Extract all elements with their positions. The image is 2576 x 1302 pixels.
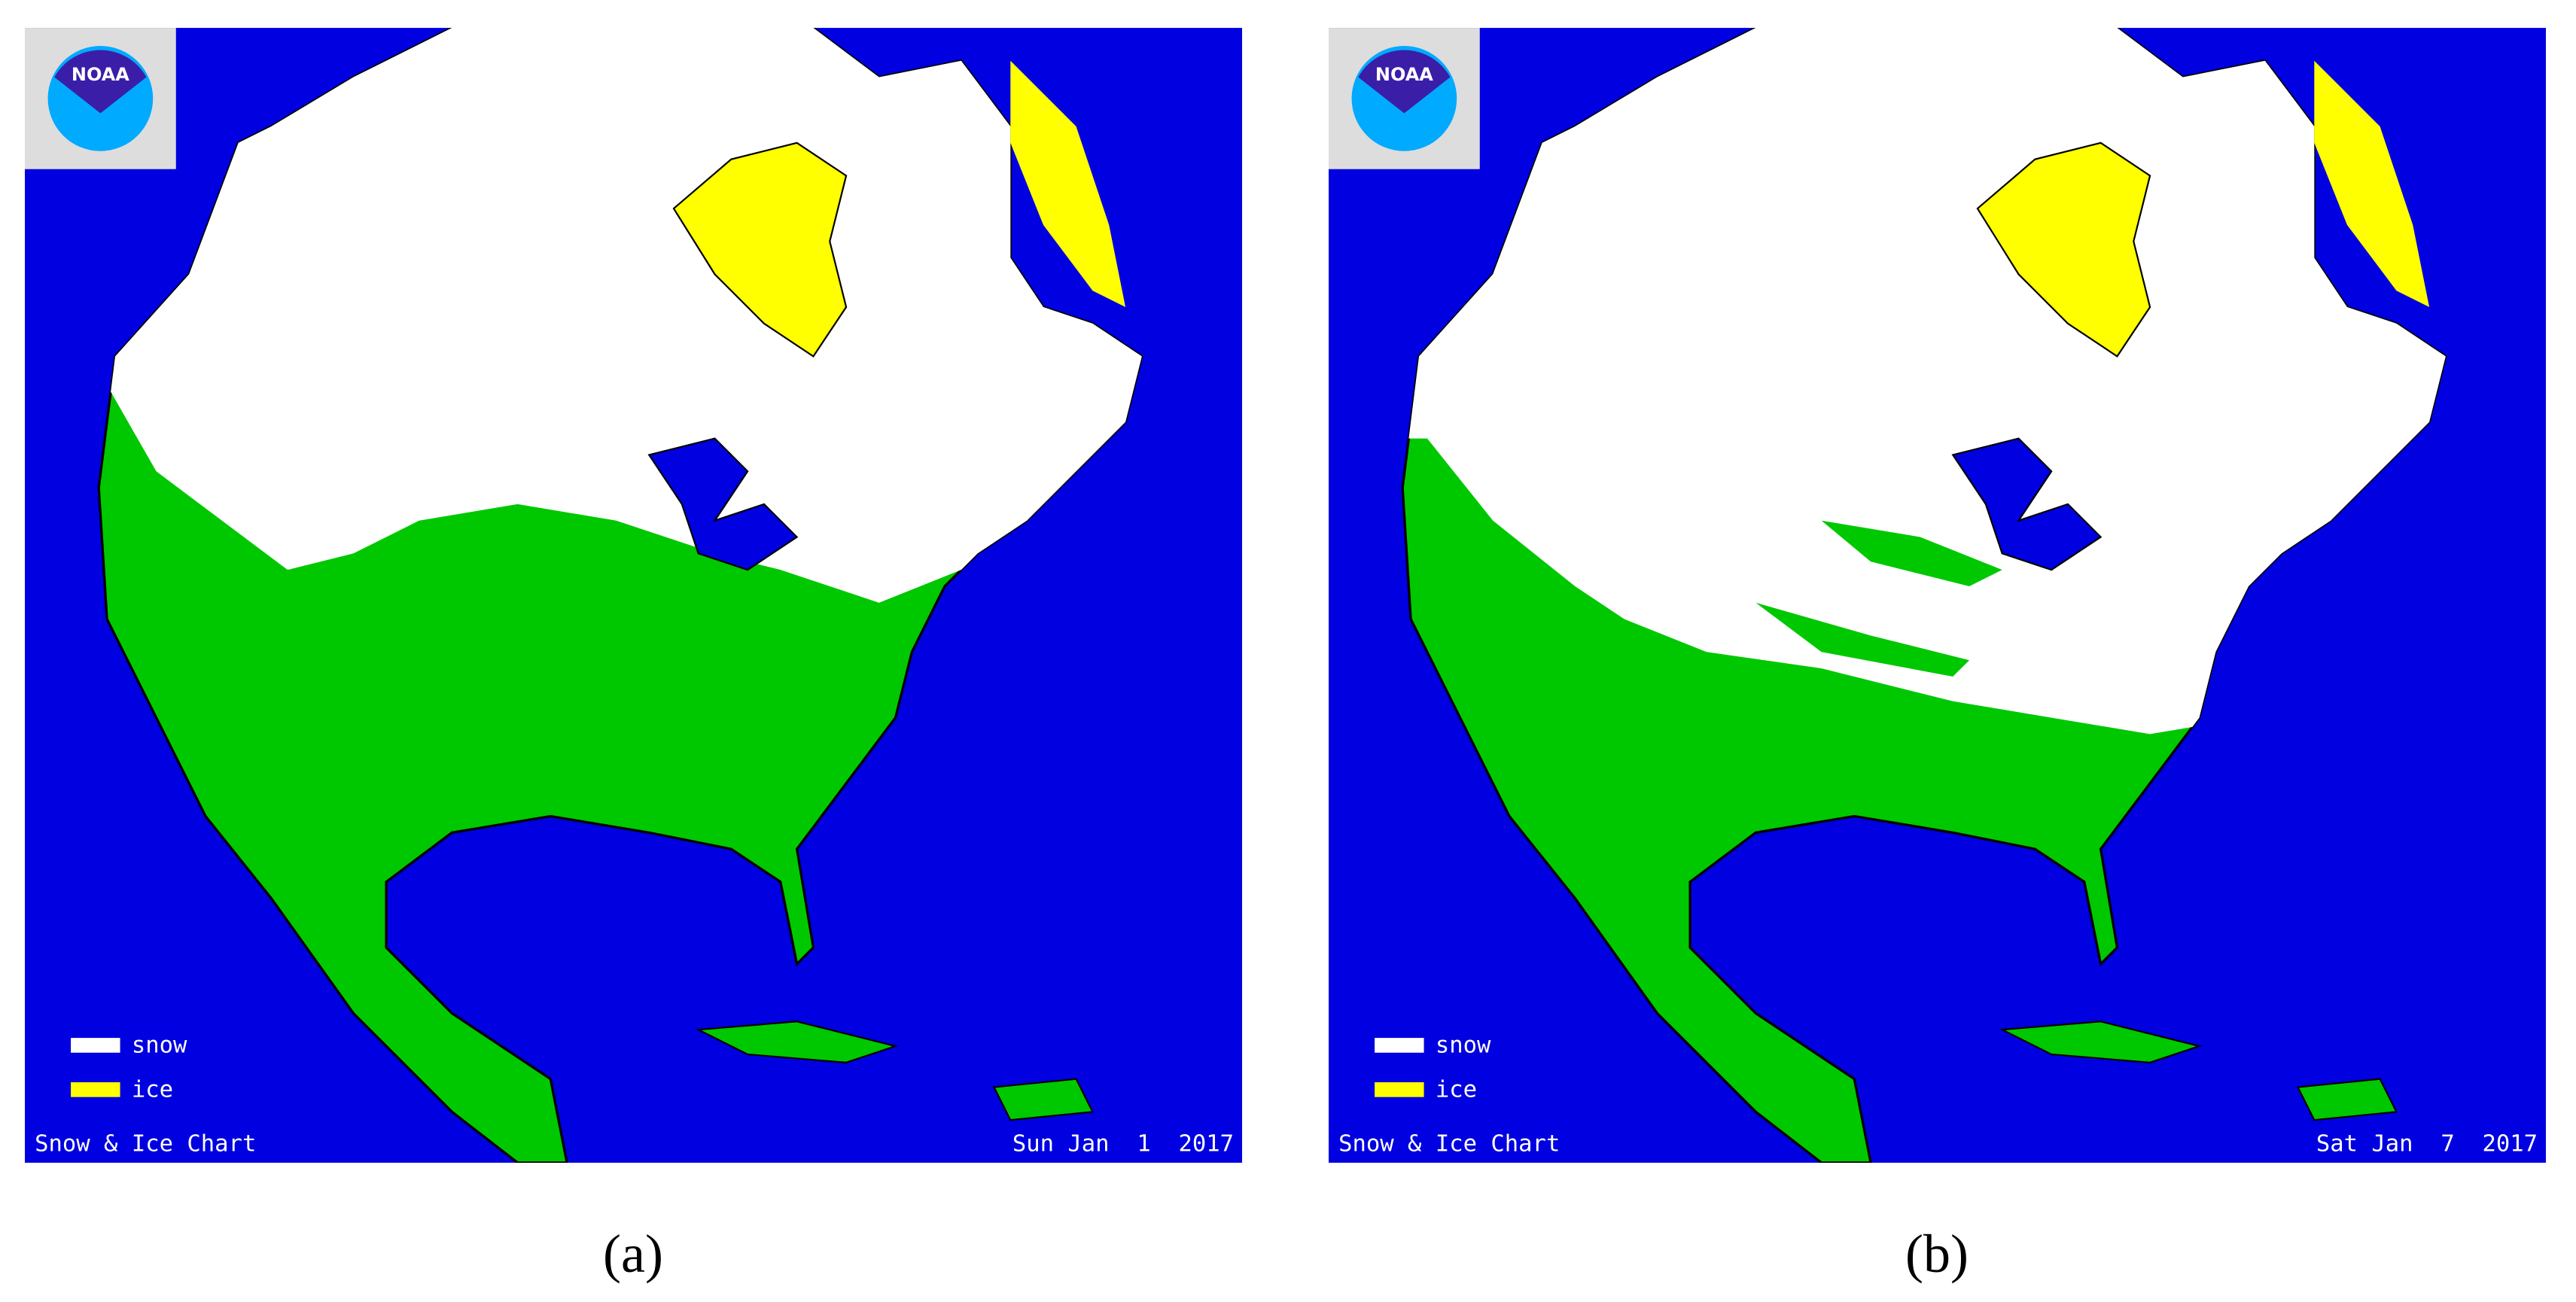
legend-swatch (71, 1038, 120, 1053)
map-title: Snow & Ice Chart (1338, 1131, 1560, 1158)
ice-coast (2314, 60, 2430, 308)
bare-band (1755, 602, 1970, 677)
legend-label: ice (1436, 1077, 1477, 1103)
legend-label: snow (1436, 1033, 1491, 1059)
ice-hudson-bay (672, 141, 848, 358)
map-panel: NOAA snow ice Snow & Ice Chart Sat Jan 7… (1329, 28, 2546, 1163)
legend-swatch (1375, 1038, 1424, 1053)
hispaniola (992, 1078, 1095, 1121)
panel-label: (a) (603, 1224, 663, 1284)
snow-cover (99, 28, 1142, 603)
legend-label: snow (132, 1033, 187, 1059)
map-date: Sat Jan 7 2017 (2316, 1131, 2538, 1158)
legend-swatch (71, 1082, 120, 1097)
logo-text: NOAA (1375, 64, 1433, 85)
cuba (1999, 1021, 2203, 1063)
logo-wing (1358, 50, 1451, 114)
logo-wing (54, 50, 147, 114)
legend-label: ice (132, 1077, 173, 1103)
map-panel: NOAA snow ice Snow & Ice Chart Sun Jan 1… (25, 28, 1242, 1163)
great-lakes (1951, 437, 2103, 571)
hispaniola (2296, 1078, 2398, 1121)
panel-label: (b) (1905, 1224, 1969, 1284)
ice-coast (1010, 60, 1126, 308)
logo-text: NOAA (72, 64, 129, 85)
logo: NOAA (1329, 28, 1480, 169)
map-title: Snow & Ice Chart (35, 1131, 256, 1158)
snow-cover (1402, 28, 2446, 735)
logo: NOAA (25, 28, 176, 169)
map-date: Sun Jan 1 2017 (1012, 1131, 1234, 1158)
bare-band (1821, 520, 2002, 586)
cuba (695, 1021, 899, 1063)
great-lakes (647, 437, 799, 571)
ice-hudson-bay (1976, 141, 2151, 358)
legend-swatch (1375, 1082, 1424, 1097)
